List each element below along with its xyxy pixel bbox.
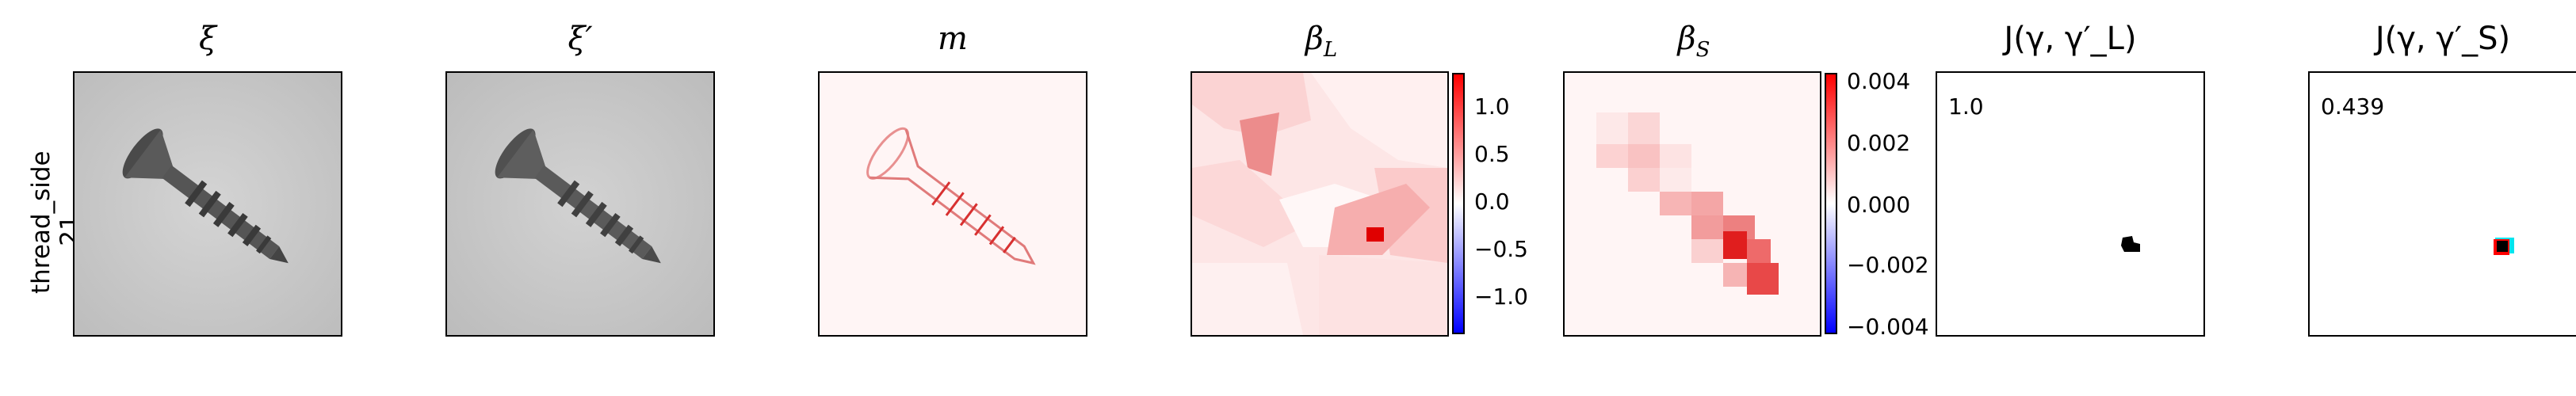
panel-title-beta-s: βS — [1677, 21, 1710, 62]
j-s-value: 0.439 — [2321, 93, 2385, 120]
panel-j-l-image: 1.0 — [1936, 71, 2205, 337]
j-s-overlap-region — [2497, 241, 2508, 252]
panel-xi-image — [73, 71, 342, 337]
j-l-region — [2121, 236, 2140, 252]
screw-shape — [122, 128, 289, 264]
colorbar-beta-s — [1825, 73, 1837, 334]
cbar-l-tick-5: −1.0 — [1474, 284, 1528, 310]
cbar-s-tick-5: −0.004 — [1847, 314, 1929, 340]
cbar-s-tick-4: −0.002 — [1847, 252, 1929, 278]
cbar-l-tick-2: 0.5 — [1474, 141, 1510, 167]
panel-title-m: m — [938, 21, 968, 57]
mask-outline — [866, 127, 1036, 265]
colorbar-beta-l — [1452, 73, 1465, 334]
cbar-l-tick-4: −0.5 — [1474, 236, 1528, 262]
panel-beta-s-heatmap — [1563, 71, 1821, 337]
cbar-l-tick-3: 0.0 — [1474, 188, 1510, 215]
panel-m-image — [818, 71, 1087, 337]
cbar-s-tick-1: 0.004 — [1847, 68, 1911, 94]
j-l-value: 1.0 — [1948, 93, 1984, 120]
panel-beta-l-heatmap — [1191, 71, 1449, 337]
row-label-line-1: thread_side — [27, 150, 55, 294]
panel-j-s-image: 0.439 — [2308, 71, 2576, 337]
panel-title-j-s: J(γ, γ′_S) — [2375, 21, 2511, 57]
cbar-s-tick-2: 0.002 — [1847, 130, 1911, 156]
panel-title-xi-prime: ξ′ — [568, 21, 593, 57]
cbar-l-tick-1: 1.0 — [1474, 93, 1510, 120]
screw-shape — [495, 128, 661, 264]
heatmap-cells — [1596, 112, 1779, 295]
panel-title-xi: ξ — [198, 21, 217, 57]
panel-xi-prime-image — [445, 71, 715, 337]
cbar-s-tick-3: 0.000 — [1847, 192, 1911, 218]
panel-title-beta-l: βL — [1305, 21, 1338, 62]
panel-title-j-l: J(γ, γ′_L) — [2004, 21, 2137, 57]
